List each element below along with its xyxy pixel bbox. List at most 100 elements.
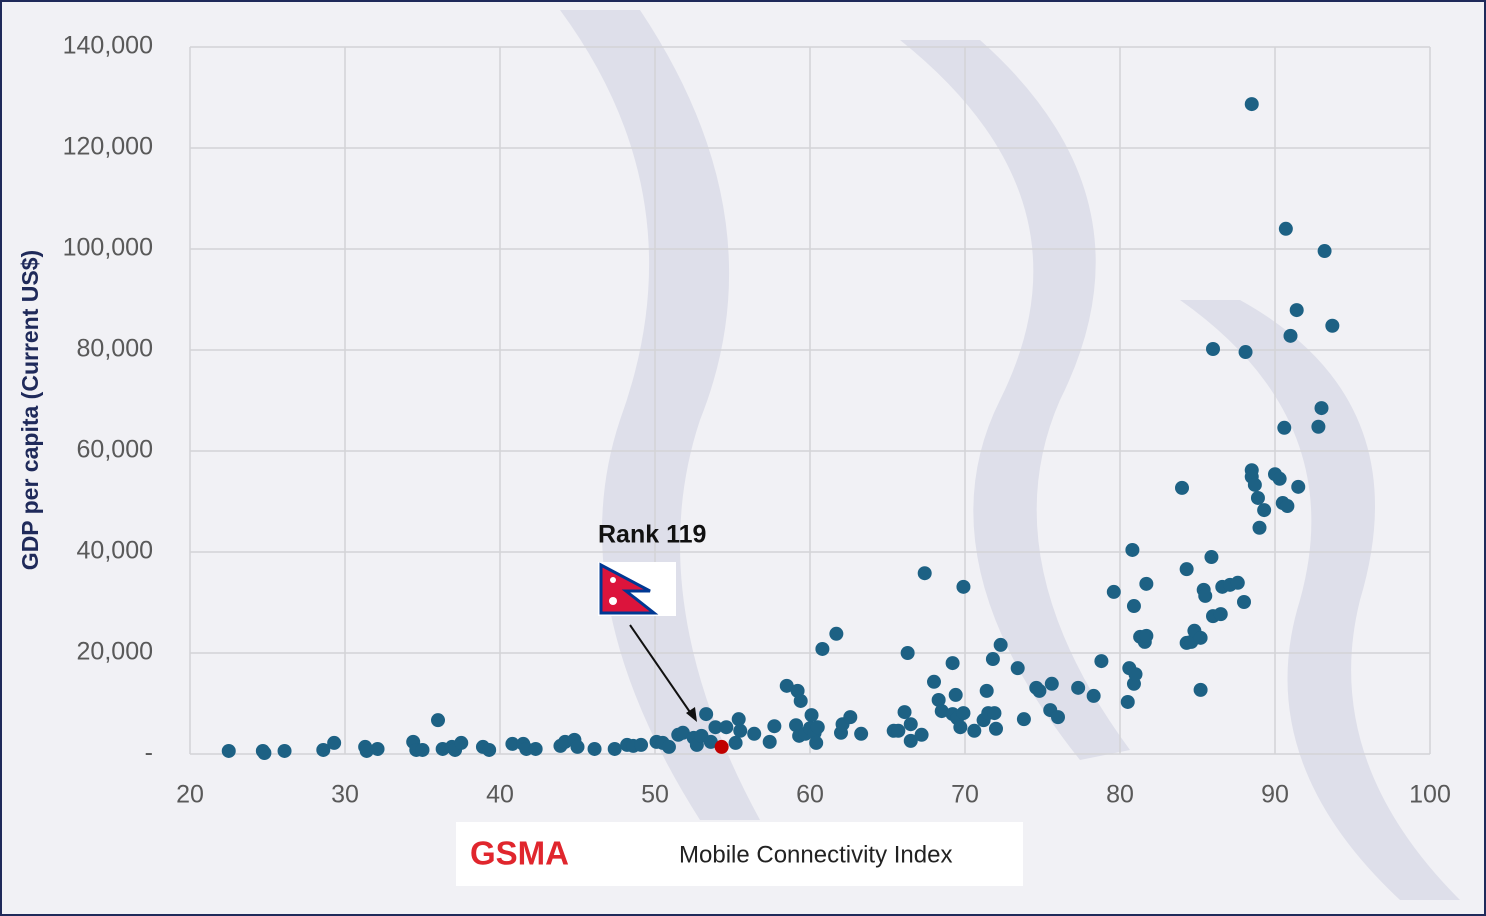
point xyxy=(1126,599,1141,614)
point xyxy=(1317,244,1332,259)
point xyxy=(1311,419,1326,434)
point xyxy=(1086,688,1101,703)
point xyxy=(1213,607,1228,622)
point xyxy=(809,735,824,750)
point xyxy=(1247,477,1262,492)
point xyxy=(903,733,918,748)
point xyxy=(675,725,690,740)
point xyxy=(728,735,743,750)
point xyxy=(221,743,236,758)
point xyxy=(570,739,585,754)
point xyxy=(359,743,374,758)
point xyxy=(900,646,915,660)
point xyxy=(897,705,912,720)
point xyxy=(967,723,982,738)
y-tick-label: 140,000 xyxy=(63,32,153,60)
y-tick-label: 100,000 xyxy=(63,234,153,262)
point xyxy=(815,641,830,656)
point xyxy=(1094,654,1109,669)
point xyxy=(1106,584,1121,599)
point xyxy=(927,674,941,689)
point xyxy=(891,723,906,738)
point xyxy=(903,717,918,732)
point xyxy=(779,678,794,693)
point xyxy=(993,637,1008,652)
point xyxy=(914,727,929,742)
point xyxy=(989,721,1003,736)
point xyxy=(1051,710,1065,725)
x-tick-label: 40 xyxy=(486,781,514,809)
point xyxy=(810,720,825,735)
point xyxy=(1193,682,1208,697)
point xyxy=(370,741,385,756)
point xyxy=(257,745,272,760)
point xyxy=(1291,479,1306,494)
point xyxy=(1044,676,1059,691)
point xyxy=(1289,303,1304,318)
logo-product: Mobile Connectivity Index xyxy=(679,841,952,868)
point xyxy=(854,726,869,741)
point xyxy=(793,693,808,708)
point xyxy=(607,741,622,756)
point xyxy=(829,626,844,641)
watermark xyxy=(560,10,1460,900)
flag xyxy=(598,562,676,616)
point xyxy=(931,692,946,707)
point xyxy=(945,656,960,671)
logo-brand: GSMA xyxy=(470,835,569,872)
point xyxy=(1016,712,1031,727)
x-tick-label: 100 xyxy=(1409,781,1451,809)
point xyxy=(1314,401,1329,416)
point xyxy=(1179,562,1194,577)
point xyxy=(277,743,292,758)
x-tick-label: 50 xyxy=(641,781,669,809)
point xyxy=(1032,683,1047,698)
point xyxy=(1139,628,1154,643)
point xyxy=(431,713,445,728)
x-tick-label: 90 xyxy=(1261,781,1289,809)
x-tick-label: 20 xyxy=(176,781,204,809)
annotation-arrow xyxy=(629,624,695,719)
point xyxy=(804,708,819,723)
y-tick-label: 20,000 xyxy=(77,638,153,666)
point xyxy=(1120,694,1135,709)
point xyxy=(708,720,723,735)
point xyxy=(1139,576,1154,591)
point xyxy=(699,707,714,722)
x-tick-label: 30 xyxy=(331,781,359,809)
point xyxy=(1238,345,1253,360)
point xyxy=(767,719,782,734)
point xyxy=(1244,97,1259,112)
y-tick-label: - xyxy=(145,739,153,767)
point xyxy=(987,706,1002,721)
point xyxy=(1283,328,1298,343)
point xyxy=(1257,503,1272,518)
point xyxy=(1252,520,1267,535)
point xyxy=(415,742,430,757)
point xyxy=(703,734,718,749)
point xyxy=(1071,680,1086,695)
point xyxy=(1272,471,1287,486)
annotation: Rank 119 xyxy=(598,521,706,549)
point xyxy=(1198,588,1213,603)
point xyxy=(316,742,331,757)
point xyxy=(1175,480,1189,495)
point xyxy=(482,742,497,757)
marks xyxy=(221,97,1340,760)
point xyxy=(1250,490,1265,505)
point xyxy=(1277,420,1292,435)
point xyxy=(1204,550,1219,565)
point xyxy=(1325,318,1340,333)
point xyxy=(1128,667,1143,682)
x-tick-label: 70 xyxy=(951,781,979,809)
point xyxy=(1237,594,1251,609)
point xyxy=(528,741,543,756)
point xyxy=(747,726,762,741)
point xyxy=(948,687,963,702)
point xyxy=(505,736,520,751)
point xyxy=(1278,221,1293,236)
point xyxy=(661,739,676,754)
point xyxy=(731,712,746,727)
